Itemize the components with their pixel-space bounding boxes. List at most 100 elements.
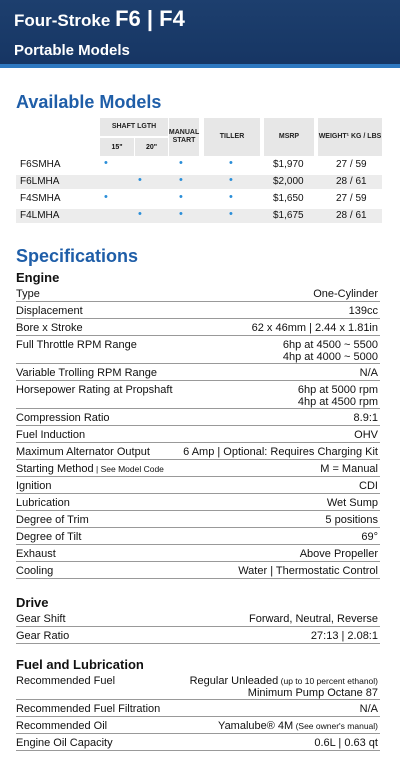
header-prefix: Four-Stroke [14,11,111,30]
spec-value: N/A [359,703,378,715]
spec-label: Type [16,288,40,300]
fuel-spec-row: Recommended Fuel Filtration N/A [16,702,380,717]
spec-label: Degree of Tilt [16,531,82,543]
engine-spec-row: Ignition CDI [16,479,380,494]
spec-value: CDI [359,480,378,492]
engine-spec-row: Fuel Induction OHV [16,428,380,443]
spec-value-line2: 4hp at 4500 rpm [297,396,378,408]
engine-spec-row: Displacement 139cc [16,304,380,319]
cell-model: F4LMHA [20,210,60,221]
cell-msrp: $1,970 [273,159,304,170]
spec-value: 6hp at 5000 rpm 4hp at 4500 rpm [297,384,378,408]
spec-label: Fuel Induction [16,429,86,441]
spec-value: One-Cylinder [313,288,378,300]
cell-s15: • [104,157,108,169]
spec-value: Above Propeller [299,548,378,560]
spec-label: Recommended Fuel [16,675,116,687]
spec-value: 5 positions [325,514,378,526]
specifications-title: Specifications [16,246,139,266]
cell-model: F6SMHA [20,159,61,170]
engine-spec-row: Horsepower Rating at Propshaft 6hp at 500… [16,383,380,409]
col-header-shaft: SHAFT LGTH [100,118,168,136]
spec-value: 0.6L | 0.63 qt [314,737,378,749]
cell-weight: 28 / 61 [336,176,367,187]
spec-label: Exhaust [16,548,56,560]
spec-label: Engine Oil Capacity [16,737,113,749]
spec-label: Bore x Stroke [16,322,83,334]
drive-section-title: Drive [16,595,49,610]
spec-value: 69° [361,531,378,543]
spec-label: Maximum Alternator Output [16,446,150,458]
col-header-shaft15: 15" [100,138,134,156]
fuel-spec-row: Recommended Fuel Regular Unleaded (up to … [16,674,380,700]
cell-s15: • [104,191,108,203]
spec-label: Gear Shift [16,613,66,625]
cell-s20: • [138,208,142,220]
spec-value-note: (up to 10 percent ethanol) [278,676,378,686]
spec-value-line2: Minimum Pump Octane 87 [247,687,378,699]
cell-s20: • [138,174,142,186]
col-header-manual: MANUAL START [169,118,199,156]
spec-value: OHV [354,429,378,441]
col-header-msrp: MSRP [264,118,314,156]
col-header-tiller: TILLER [204,118,260,156]
drive-spec-row: Gear Ratio 27:13 | 2.08:1 [16,629,380,644]
spec-value: 6 Amp | Optional: Requires Charging Kit [183,446,378,458]
spec-value-line2: 4hp at 4000 ~ 5000 [282,351,378,363]
cell-msrp: $1,675 [273,210,304,221]
spec-label: Cooling [16,565,54,577]
fuel-section-title: Fuel and Lubrication [16,657,144,672]
col-header-shaft20: 20" [135,138,168,156]
spec-value: N/A [359,367,378,379]
engine-spec-row: Exhaust Above Propeller [16,547,380,562]
spec-label: Compression Ratio [16,412,110,424]
cell-msrp: $1,650 [273,193,304,204]
engine-spec-row: Compression Ratio 8.9:1 [16,411,380,426]
spec-label: Ignition [16,480,52,492]
fuel-spec-row: Recommended Oil Yamalube® 4M (See owner's… [16,719,380,734]
header-title: Four-Stroke F6 | F4 [14,6,185,32]
engine-spec-row: Type One-Cylinder [16,287,380,302]
cell-tiller: • [229,191,233,203]
spec-label: Recommended Oil [16,720,108,732]
spec-label-note: | See Model Code [93,464,164,474]
engine-section-title: Engine [16,270,60,285]
table-row: F4LMHA • • • $1,675 28 / 61 [16,208,382,223]
spec-value: M = Manual [320,463,378,475]
fuel-spec-row: Engine Oil Capacity 0.6L | 0.63 qt [16,736,380,751]
table-row: F6LMHA • • • $2,000 28 / 61 [16,174,382,189]
cell-weight: 27 / 59 [336,159,367,170]
cell-manual: • [179,191,183,203]
spec-label: Gear Ratio [16,630,70,642]
spec-value: Yamalube® 4M (See owner's manual) [218,720,378,732]
cell-tiller: • [229,157,233,169]
spec-value: Water | Thermostatic Control [238,565,378,577]
engine-spec-row: Starting Method | See Model Code M = Manu… [16,462,380,477]
engine-spec-row: Cooling Water | Thermostatic Control [16,564,380,579]
available-models-title: Available Models [16,92,162,112]
cell-tiller: • [229,174,233,186]
spec-value: 6hp at 4500 ~ 5500 4hp at 4000 ~ 5000 [282,339,378,363]
header-banner: Four-Stroke F6 | F4 Portable Models [0,0,400,68]
header-accent-bar [0,64,400,68]
spec-value: Forward, Neutral, Reverse [249,613,378,625]
spec-label: Recommended Fuel Filtration [16,703,161,715]
spec-value: 139cc [348,305,378,317]
table-row: F6SMHA • • • $1,970 27 / 59 [16,157,382,172]
spec-label: Full Throttle RPM Range [16,339,137,351]
drive-spec-row: Gear Shift Forward, Neutral, Reverse [16,612,380,627]
spec-label: Horsepower Rating at Propshaft [16,384,173,396]
spec-value: 8.9:1 [353,412,378,424]
cell-model: F6LMHA [20,176,60,187]
engine-spec-row: Lubrication Wet Sump [16,496,380,511]
engine-spec-row: Degree of Tilt 69° [16,530,380,545]
spec-label: Displacement [16,305,83,317]
cell-manual: • [179,157,183,169]
header-subtitle: Portable Models [14,42,130,59]
cell-msrp: $2,000 [273,176,304,187]
spec-value: Regular Unleaded (up to 10 percent ethan… [189,675,378,699]
cell-weight: 27 / 59 [336,193,367,204]
spec-value-note: (See owner's manual) [293,721,378,731]
spec-value: Wet Sump [326,497,378,509]
cell-model: F4SMHA [20,193,61,204]
